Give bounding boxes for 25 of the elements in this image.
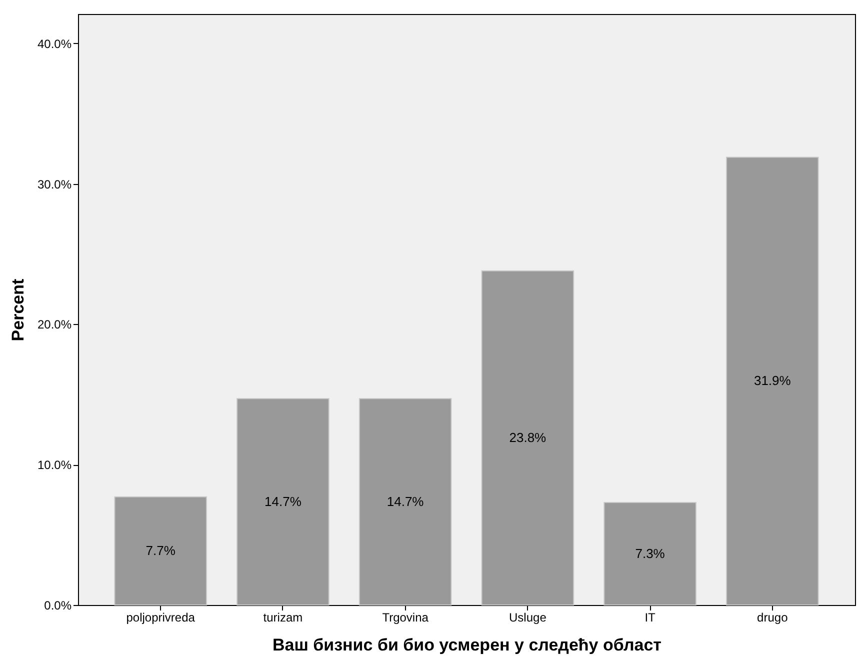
bar (604, 502, 696, 606)
data-label: 14.7% (264, 494, 302, 509)
x-tick-label: Usluge (509, 610, 547, 624)
x-tick-label: turizam (263, 610, 303, 624)
bar (726, 156, 819, 606)
y-tick-label: 10.0% (37, 458, 72, 472)
bar (481, 270, 574, 606)
x-tick-label: Trgovina (382, 610, 429, 624)
y-tick-label: 30.0% (37, 177, 72, 192)
data-label: 14.7% (386, 494, 424, 509)
bar (358, 398, 452, 606)
bar (236, 398, 330, 606)
data-label: 31.9% (754, 373, 792, 388)
bar (114, 496, 207, 606)
x-tick-label: poljoprivreda (126, 610, 196, 624)
x-axis-title: Ваш бизнис би био усмерен у следећу област (272, 636, 662, 654)
y-tick-label: 20.0% (37, 318, 72, 332)
x-tick-label: IT (644, 610, 656, 624)
y-axis-title: Percent (8, 278, 28, 342)
y-tick-label: 0.0% (44, 598, 72, 612)
data-label: 23.8% (509, 430, 547, 445)
data-label: 7.7% (146, 542, 176, 558)
x-tick-label: drugo (757, 610, 788, 624)
data-label: 7.3% (635, 546, 666, 561)
y-tick-label: 40.0% (37, 36, 72, 51)
